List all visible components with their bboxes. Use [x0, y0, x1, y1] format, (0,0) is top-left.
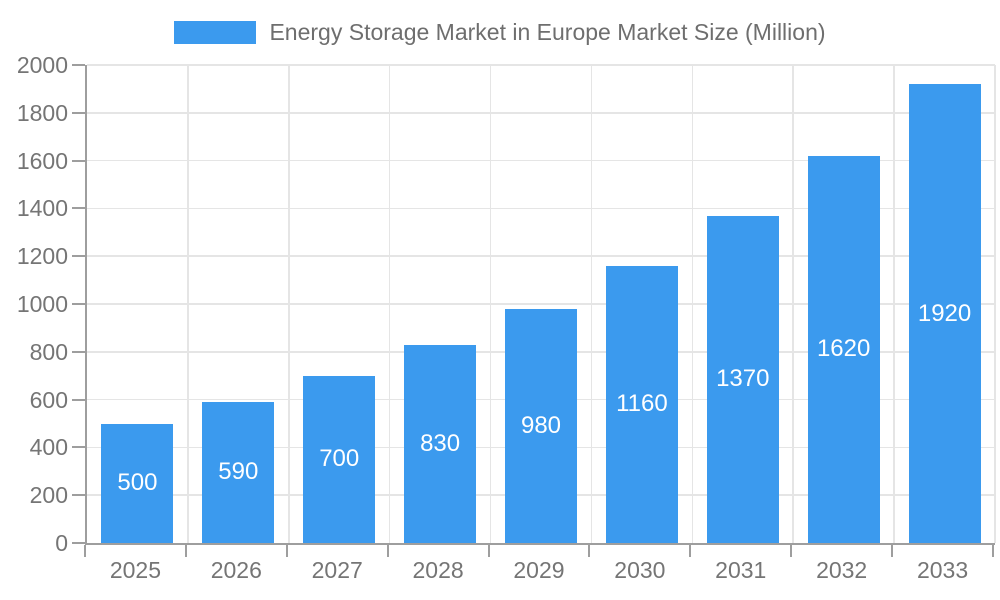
bar-value-label: 980 [520, 411, 562, 439]
y-tick-label: 200 [29, 482, 68, 509]
gridline-horizontal [87, 303, 995, 305]
y-tick-mark [72, 446, 85, 449]
y-tick-mark [72, 207, 85, 210]
gridline-vertical [994, 65, 996, 543]
x-tick-mark [285, 545, 288, 557]
gridline-vertical [691, 65, 694, 543]
bar-value-label: 830 [420, 429, 461, 457]
y-tick-label: 800 [29, 338, 68, 365]
gridline-vertical [489, 65, 492, 543]
y-tick-label: 1600 [16, 147, 68, 174]
x-tick-mark [184, 545, 187, 557]
y-tick-label: 600 [29, 386, 68, 413]
x-tick-mark [386, 545, 389, 557]
gridline-vertical [792, 65, 794, 543]
bar [908, 84, 981, 543]
y-tick-mark [72, 350, 85, 353]
bar [303, 375, 376, 543]
x-tick-mark [588, 545, 591, 557]
gridline-horizontal [87, 207, 995, 210]
bar [706, 215, 779, 543]
x-tick-label: 2025 [109, 557, 162, 583]
gridline-horizontal [87, 159, 995, 162]
y-tick-mark [72, 398, 85, 401]
gridline-horizontal [87, 64, 995, 66]
legend-swatch-icon [174, 21, 257, 44]
x-tick-mark [487, 545, 490, 557]
y-tick-mark [72, 159, 85, 162]
y-tick-label: 1800 [16, 99, 68, 126]
bar-value-label: 1160 [616, 390, 668, 418]
bar [202, 402, 275, 543]
gridline-horizontal [87, 255, 995, 257]
bar [807, 155, 880, 543]
gridline-vertical [187, 65, 189, 543]
gridline-vertical [388, 65, 391, 543]
legend-label: Energy Storage Market in Europe Market S… [269, 19, 826, 45]
gridline-horizontal [87, 112, 995, 114]
x-tick-mark [84, 545, 86, 557]
bar [605, 265, 678, 543]
x-tick-label: 2029 [513, 557, 565, 583]
y-tick-mark [72, 542, 85, 544]
x-tick-label: 2030 [614, 557, 666, 583]
gridline-vertical [288, 65, 290, 543]
y-tick-mark [72, 303, 85, 305]
bar [404, 344, 477, 543]
x-tick-label: 2028 [412, 557, 464, 583]
x-tick-mark [891, 545, 894, 557]
gridline-vertical [590, 65, 593, 543]
bar-value-label: 700 [319, 445, 360, 473]
y-tick-mark [72, 111, 85, 114]
legend-item[interactable]: Energy Storage Market in Europe Market S… [174, 19, 826, 46]
plot-area: 500 590 700 830 980 1160 1370 1620 1920 [85, 64, 996, 545]
x-tick-mark [790, 545, 793, 557]
y-tick-mark [72, 255, 85, 258]
x-tick-label: 2026 [210, 557, 262, 583]
y-tick-mark [72, 494, 85, 497]
y-tick-label: 1400 [16, 195, 68, 222]
bar [101, 423, 174, 543]
x-tick-mark [992, 545, 994, 557]
x-tick-mark [689, 545, 692, 557]
x-tick-label: 2033 [916, 557, 969, 583]
x-tick-label: 2027 [311, 557, 363, 583]
gridline-vertical [893, 65, 895, 543]
x-tick-label: 2031 [715, 557, 767, 583]
bar [505, 308, 577, 543]
bar-value-label: 1620 [816, 335, 871, 363]
y-tick-label: 2000 [16, 52, 68, 78]
bar-value-label: 1920 [917, 299, 972, 327]
legend: Energy Storage Market in Europe Market S… [0, 19, 1000, 46]
x-tick-label: 2032 [816, 557, 868, 583]
y-tick-label: 1000 [16, 291, 68, 317]
bar-value-label: 500 [117, 469, 158, 497]
bar-value-label: 590 [218, 458, 259, 486]
y-tick-label: 400 [29, 434, 68, 461]
y-tick-label: 1200 [16, 243, 68, 270]
y-tick-label: 0 [55, 530, 68, 556]
bar-value-label: 1370 [716, 365, 770, 393]
y-tick-mark [72, 64, 85, 66]
